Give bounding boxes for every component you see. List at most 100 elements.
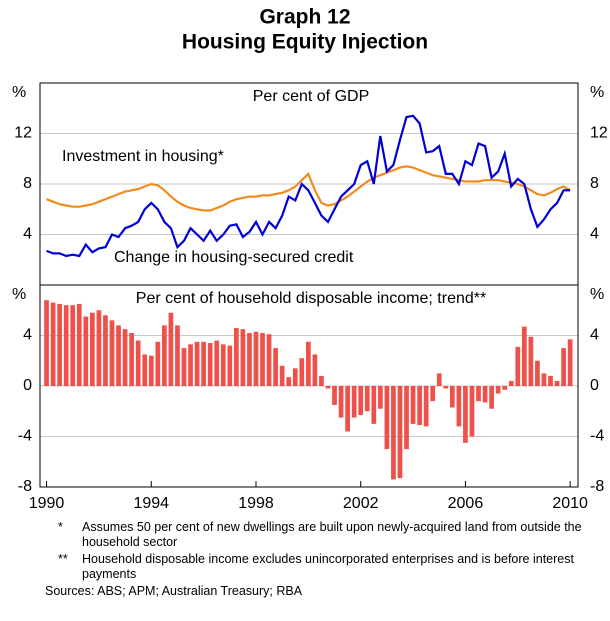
- bar: [312, 354, 318, 386]
- bar: [201, 341, 206, 386]
- y-tick-label: -8: [18, 478, 32, 495]
- bar: [188, 344, 193, 386]
- bar: [129, 332, 134, 386]
- bar: [90, 312, 95, 386]
- bar: [50, 302, 56, 386]
- bar: [70, 305, 76, 386]
- footnote-text: Assumes 50 per cent of new dwellings are…: [82, 520, 582, 549]
- chart-subtitle: Housing Equity Injection: [182, 31, 428, 54]
- x-tick-label: 2002: [343, 495, 379, 512]
- bar: [122, 329, 128, 386]
- x-tick-label: 2010: [552, 495, 588, 512]
- y2-tick-label: 0: [590, 377, 599, 394]
- bar: [207, 343, 213, 386]
- sources: Sources: ABS; APM; Australian Treasury; …: [45, 584, 303, 598]
- y-tick-label: 12: [14, 125, 32, 142]
- footnote-marker: **: [58, 552, 68, 566]
- bar: [227, 345, 233, 386]
- bar: [240, 329, 246, 386]
- bar: [135, 340, 141, 386]
- bar: [214, 340, 220, 386]
- y-unit: %: [12, 84, 26, 101]
- bar: [554, 380, 560, 386]
- x-tick-label: 1990: [29, 495, 65, 512]
- bar: [279, 365, 285, 386]
- series-line: [46, 165, 571, 212]
- bar: [44, 300, 49, 386]
- bar: [404, 386, 409, 450]
- y2-tick-label: 4: [590, 327, 599, 344]
- bar: [430, 386, 436, 402]
- bar: [541, 373, 547, 386]
- bar: [384, 386, 390, 450]
- bar: [175, 325, 180, 386]
- bar: [286, 377, 292, 386]
- bar: [247, 332, 252, 386]
- bar: [391, 386, 396, 480]
- bar: [364, 386, 370, 412]
- bar: [155, 341, 161, 386]
- x-tick-label: 2006: [448, 495, 484, 512]
- bar: [436, 373, 442, 386]
- bar: [148, 355, 154, 386]
- footnote: * Assumes 50 per cent of new dwellings ar…: [0, 520, 582, 550]
- footnote: ** Household disposable income excludes u…: [0, 552, 582, 582]
- bar: [168, 312, 174, 386]
- y2-unit: %: [590, 84, 604, 101]
- bar: [292, 368, 298, 386]
- bar: [423, 386, 429, 427]
- y-tick-label: 4: [23, 327, 32, 344]
- bar: [233, 327, 239, 386]
- bar: [116, 325, 121, 386]
- y-unit: %: [12, 286, 26, 303]
- bar: [319, 375, 324, 386]
- x-tick-label: 1998: [238, 495, 274, 512]
- bar: [260, 332, 265, 386]
- bar: [489, 386, 494, 409]
- bar: [377, 386, 383, 409]
- bar: [535, 360, 540, 386]
- bar: [325, 386, 331, 389]
- bar: [351, 386, 357, 418]
- y-tick-label: 0: [23, 377, 32, 394]
- bar: [443, 386, 449, 389]
- y2-tick-label: 8: [590, 175, 599, 192]
- bar: [76, 303, 82, 386]
- bar: [476, 386, 481, 402]
- panel-subtitle: Per cent of household disposable income;…: [136, 290, 486, 307]
- bar: [181, 348, 187, 386]
- bar: [561, 348, 566, 386]
- bar: [345, 386, 350, 432]
- bar: [456, 386, 462, 427]
- panel-frame: [39, 284, 579, 488]
- bar: [449, 386, 455, 408]
- bar: [417, 386, 422, 426]
- y2-tick-label: -4: [590, 428, 604, 445]
- bar: [83, 316, 89, 386]
- bar: [305, 341, 311, 386]
- y-tick-label: -4: [18, 428, 32, 445]
- bar: [161, 325, 167, 386]
- bar: [371, 386, 377, 424]
- y2-tick-label: 4: [590, 226, 599, 243]
- series-line: [46, 114, 571, 258]
- bar: [463, 386, 468, 443]
- series-label: Change in housing-secured credit: [114, 249, 354, 266]
- y-tick-label: 4: [23, 226, 32, 243]
- footnote-marker: *: [58, 520, 63, 534]
- bar: [338, 386, 344, 418]
- bar: [508, 380, 514, 386]
- bar: [358, 386, 364, 416]
- footnote-text: Household disposable income excludes uni…: [82, 552, 574, 581]
- bar: [548, 375, 553, 386]
- bar: [410, 386, 416, 424]
- panel-subtitle: Per cent of GDP: [253, 88, 370, 105]
- x-tick-label: 1994: [133, 495, 169, 512]
- y2-tick-label: -8: [590, 478, 604, 495]
- bar: [397, 386, 403, 479]
- notes: * Assumes 50 per cent of new dwellings ar…: [0, 520, 610, 599]
- y2-tick-label: 12: [590, 125, 608, 142]
- bar: [109, 320, 115, 386]
- bar: [103, 315, 108, 386]
